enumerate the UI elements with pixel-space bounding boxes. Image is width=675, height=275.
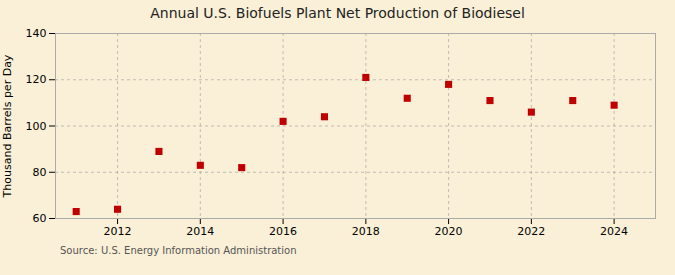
svg-text:2022: 2022: [517, 225, 545, 238]
svg-text:2014: 2014: [186, 225, 214, 238]
svg-text:2012: 2012: [104, 225, 132, 238]
svg-text:120: 120: [26, 73, 47, 86]
html-text:Annual U.S. Biofuels Plant Net: Annual U.S. Biofuels Plant Net Productio…: [150, 5, 525, 21]
svg-text:Thousand Barrels per Day: Thousand Barrels per Day: [1, 54, 14, 198]
svg-text:2018: 2018: [352, 225, 380, 238]
svg-text:140: 140: [26, 27, 47, 40]
svg-text:2024: 2024: [600, 225, 628, 238]
svg-text:2016: 2016: [269, 225, 297, 238]
html-text:Source: U.S. Energy Informatio: Source: U.S. Energy Information Administ…: [60, 245, 297, 256]
svg-text:100: 100: [26, 120, 47, 133]
svg-text:80: 80: [33, 166, 47, 179]
svg-text:2020: 2020: [435, 225, 463, 238]
svg-text:60: 60: [33, 212, 47, 225]
